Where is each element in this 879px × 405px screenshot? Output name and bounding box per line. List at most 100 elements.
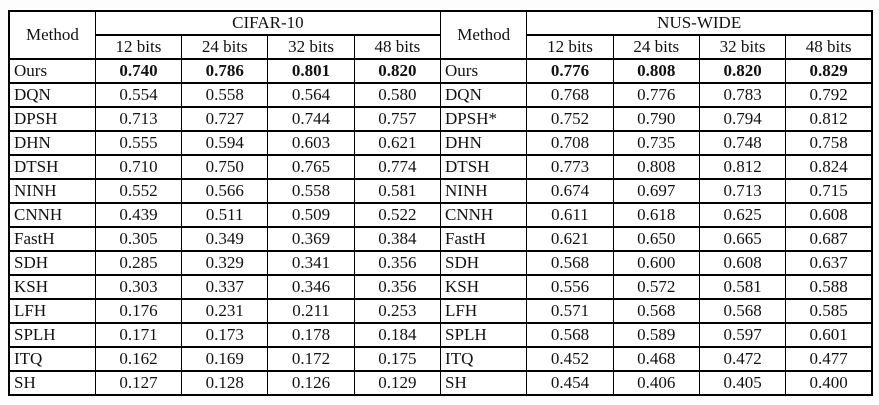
value-cell: 0.783 — [698, 82, 787, 108]
value-cell: 0.337 — [181, 274, 269, 300]
value-cell: 0.585 — [785, 298, 873, 324]
dataset-header-nuswide: NUS-WIDE — [526, 10, 873, 36]
value-cell: 0.349 — [181, 226, 269, 252]
table-row: FastH 0.305 0.349 0.369 0.384 FastH 0.621 0.650… — [8, 226, 873, 252]
value-cell: 0.621 — [353, 130, 442, 156]
value-cell: 0.812 — [785, 106, 873, 132]
value-cell: 0.794 — [698, 106, 787, 132]
table-row: KSH 0.303 0.337 0.346 0.356 KSH 0.556 0.572 0.58… — [8, 274, 873, 300]
table-row: SDH 0.285 0.329 0.341 0.356 SDH 0.568 0.600 0.60… — [8, 250, 873, 276]
value-cell: 0.522 — [353, 202, 442, 228]
value-cell: 0.776 — [612, 82, 700, 108]
value-cell: 0.757 — [353, 106, 442, 132]
value-cell: 0.568 — [612, 298, 700, 324]
method-header-right: Method — [440, 10, 528, 60]
value-cell: 0.594 — [181, 130, 269, 156]
value-cell: 0.400 — [785, 370, 873, 396]
method-cell: CNNH — [8, 202, 96, 228]
value-cell: 0.740 — [94, 58, 183, 84]
value-cell: 0.305 — [94, 226, 183, 252]
value-cell: 0.172 — [267, 346, 355, 372]
value-cell: 0.176 — [94, 298, 183, 324]
table-row: DTSH 0.710 0.750 0.765 0.774 DTSH 0.773 0.808 0.… — [8, 154, 873, 180]
value-cell: 0.625 — [698, 202, 787, 228]
value-cell: 0.175 — [353, 346, 442, 372]
value-cell: 0.558 — [267, 178, 355, 204]
value-cell: 0.253 — [353, 298, 442, 324]
method-cell: DQN — [8, 82, 96, 108]
table-row: Ours 0.740 0.786 0.801 0.820 Ours 0.776 0.808 0.… — [8, 58, 873, 84]
value-cell: 0.127 — [94, 370, 183, 396]
dataset-header-cifar10: CIFAR-10 — [94, 10, 442, 36]
value-cell: 0.468 — [612, 346, 700, 372]
method-cell: ITQ — [440, 346, 528, 372]
method-cell: NINH — [440, 178, 528, 204]
method-cell: NINH — [8, 178, 96, 204]
value-cell: 0.603 — [267, 130, 355, 156]
method-cell: SH — [440, 370, 528, 396]
value-cell: 0.820 — [698, 58, 787, 84]
value-cell: 0.405 — [698, 370, 787, 396]
value-cell: 0.618 — [612, 202, 700, 228]
value-cell: 0.792 — [785, 82, 873, 108]
value-cell: 0.555 — [94, 130, 183, 156]
value-cell: 0.580 — [353, 82, 442, 108]
bits-header-left-24: 24 bits — [181, 34, 269, 60]
table-row: LFH 0.176 0.231 0.211 0.253 LFH 0.571 0.568 0.56… — [8, 298, 873, 324]
value-cell: 0.211 — [267, 298, 355, 324]
method-cell: Ours — [8, 58, 96, 84]
value-cell: 0.439 — [94, 202, 183, 228]
value-cell: 0.356 — [353, 274, 442, 300]
method-header-left: Method — [8, 10, 96, 60]
value-cell: 0.128 — [181, 370, 269, 396]
value-cell: 0.801 — [267, 58, 355, 84]
value-cell: 0.581 — [698, 274, 787, 300]
value-cell: 0.735 — [612, 130, 700, 156]
value-cell: 0.710 — [94, 154, 183, 180]
header-row-bits: 12 bits 24 bits 32 bits 48 bits 12 bits … — [9, 34, 873, 60]
value-cell: 0.637 — [785, 250, 873, 276]
method-cell: SH — [8, 370, 96, 396]
value-cell: 0.564 — [267, 82, 355, 108]
value-cell: 0.829 — [785, 58, 873, 84]
value-cell: 0.697 — [612, 178, 700, 204]
value-cell: 0.178 — [267, 322, 355, 348]
method-cell: SPLH — [440, 322, 528, 348]
value-cell: 0.597 — [698, 322, 787, 348]
value-cell: 0.611 — [526, 202, 614, 228]
value-cell: 0.554 — [94, 82, 183, 108]
value-cell: 0.774 — [353, 154, 442, 180]
method-cell: KSH — [440, 274, 528, 300]
value-cell: 0.173 — [181, 322, 269, 348]
value-cell: 0.713 — [698, 178, 787, 204]
value-cell: 0.824 — [785, 154, 873, 180]
value-cell: 0.369 — [267, 226, 355, 252]
bits-header-right-48: 48 bits — [785, 34, 873, 60]
value-cell: 0.552 — [94, 178, 183, 204]
method-cell: DTSH — [8, 154, 96, 180]
value-cell: 0.608 — [698, 250, 787, 276]
bits-header-right-12: 12 bits — [526, 34, 614, 60]
method-cell: LFH — [8, 298, 96, 324]
value-cell: 0.768 — [526, 82, 614, 108]
value-cell: 0.752 — [526, 106, 614, 132]
value-cell: 0.601 — [785, 322, 873, 348]
value-cell: 0.558 — [181, 82, 269, 108]
value-cell: 0.303 — [94, 274, 183, 300]
method-cell: LFH — [440, 298, 528, 324]
value-cell: 0.715 — [785, 178, 873, 204]
value-cell: 0.454 — [526, 370, 614, 396]
method-cell: DHN — [8, 130, 96, 156]
value-cell: 0.126 — [267, 370, 355, 396]
value-cell: 0.285 — [94, 250, 183, 276]
value-cell: 0.674 — [526, 178, 614, 204]
value-cell: 0.568 — [698, 298, 787, 324]
method-cell: FastH — [8, 226, 96, 252]
value-cell: 0.727 — [181, 106, 269, 132]
value-cell: 0.452 — [526, 346, 614, 372]
table-row: CNNH 0.439 0.511 0.509 0.522 CNNH 0.611 0.618 0.… — [8, 202, 873, 228]
value-cell: 0.129 — [353, 370, 442, 396]
value-cell: 0.790 — [612, 106, 700, 132]
value-cell: 0.812 — [698, 154, 787, 180]
